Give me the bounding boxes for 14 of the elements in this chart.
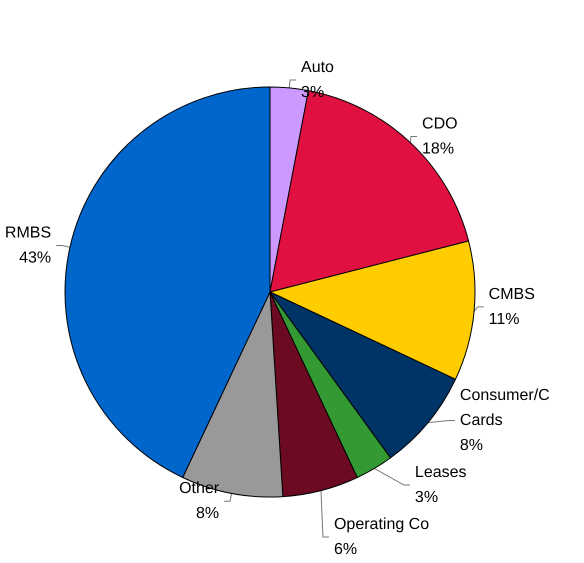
slice-label: CDO xyxy=(422,116,458,133)
data-label: 3% xyxy=(414,489,438,506)
data-label: 6% xyxy=(334,541,358,558)
data-label: 18% xyxy=(422,140,454,158)
data-label: 43% xyxy=(19,250,52,267)
slice-label: Consumer/C Cards xyxy=(460,387,550,429)
slice-label: RMBS xyxy=(4,224,52,242)
slice-label: Leases xyxy=(414,464,467,481)
data-label: 8% xyxy=(196,505,220,522)
slice-label: Operating Co xyxy=(334,516,430,533)
data-label: 11% xyxy=(488,310,520,328)
data-label: 8% xyxy=(460,437,484,454)
slice-label: CMBS xyxy=(488,286,535,303)
slice-label: Auto xyxy=(301,58,334,76)
